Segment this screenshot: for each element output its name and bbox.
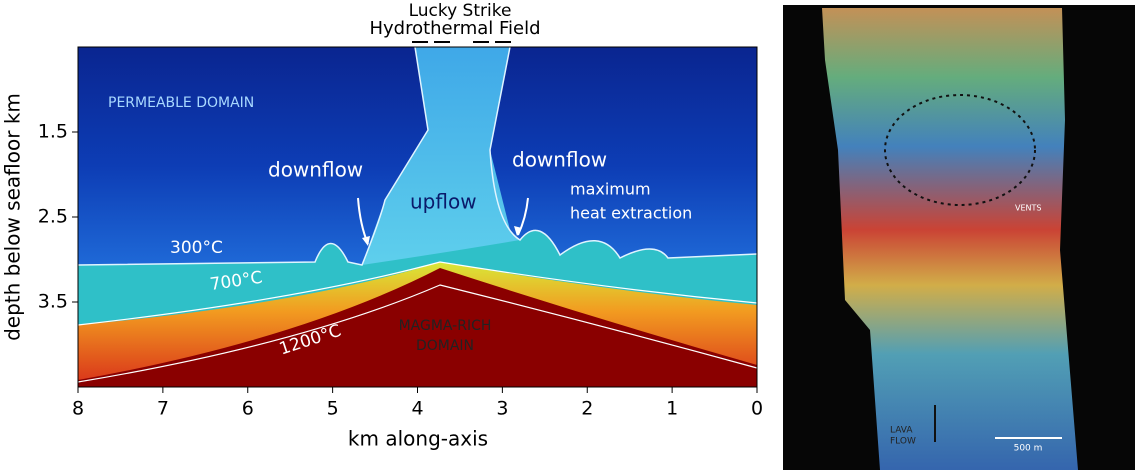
y-tick-label: 1.5 (38, 121, 68, 143)
heatmap (77, 41, 758, 387)
annotation: upflow (410, 190, 477, 214)
map (783, 5, 1135, 470)
annotation: PERMEABLE DOMAIN (108, 95, 254, 111)
map-label: FLOW (890, 437, 916, 447)
y-tick-label: 2.5 (38, 206, 68, 228)
x-tick-label: 5 (327, 398, 339, 420)
map-label: VENTS (1015, 204, 1041, 213)
annotation: downflow (512, 148, 607, 172)
annotation: MAGMA-RICH (399, 318, 492, 334)
scale-label: 500 m (1014, 444, 1043, 454)
title: Hydrothermal Field (369, 18, 540, 39)
annotation: heat extraction (570, 204, 692, 223)
x-axis-label: km along-axis (348, 427, 488, 451)
x-tick-label: 0 (751, 398, 763, 420)
annotation: maximum (570, 180, 651, 199)
x-tick-label: 2 (581, 398, 593, 420)
title: Lucky Strike (409, 1, 512, 21)
x-tick-label: 8 (72, 398, 84, 420)
y-axis-label: depth below seafloor km (1, 93, 25, 341)
x-tick-label: 4 (411, 398, 423, 420)
annotation: DOMAIN (416, 338, 474, 354)
y-tick-label: 3.5 (38, 291, 68, 313)
x-tick-label: 3 (496, 398, 508, 420)
map-label: LAVA (890, 426, 913, 436)
x-tick-label: 6 (242, 398, 254, 420)
annotation: 300°C (170, 238, 223, 258)
x-tick-label: 7 (157, 398, 169, 420)
x-tick-label: 1 (666, 398, 678, 420)
annotation: downflow (268, 158, 363, 182)
